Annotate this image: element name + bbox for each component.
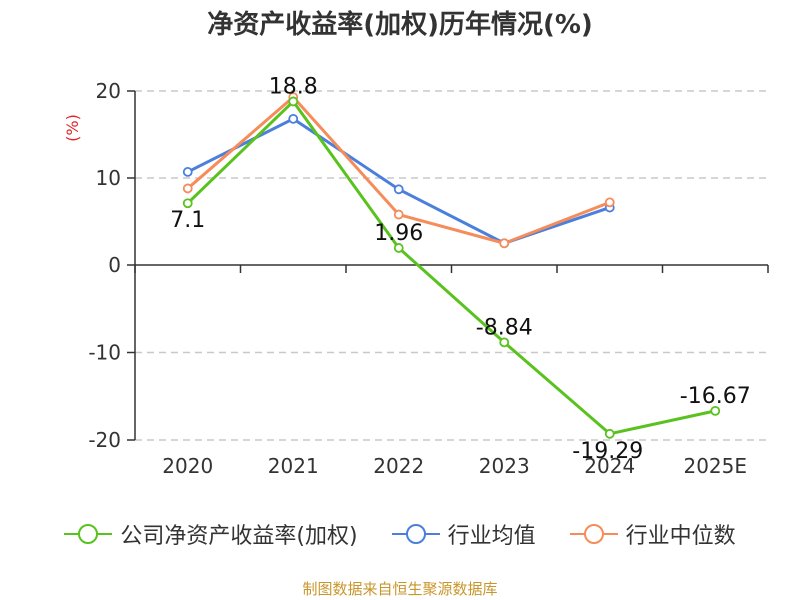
legend-line-circle-icon: [64, 524, 113, 544]
legend-item-industry-mean[interactable]: 行业均值: [391, 518, 536, 550]
x-tick-label: 2024: [584, 454, 635, 478]
data-point: [393, 243, 404, 253]
data-label: 1.96: [374, 221, 423, 246]
data-point: [604, 428, 615, 439]
legend-label-company: 公司净资产收益率(加权): [120, 524, 358, 549]
y-axis-label: (%): [63, 114, 82, 142]
series-line-0: [186, 99, 716, 436]
y-tick-label: -10: [88, 341, 121, 365]
x-tick-label: 2022: [373, 454, 424, 478]
data-label: -19.29: [572, 439, 643, 464]
y-tick-label: -20: [88, 428, 121, 452]
x-tick-label: 2023: [479, 454, 530, 478]
source-footer: 制图数据来自恒生聚源数据库: [302, 580, 498, 598]
data-point: [604, 197, 615, 208]
data-label: 7.1: [170, 208, 205, 233]
legend-line-circle-icon: [391, 524, 440, 544]
data-label: 18.8: [269, 74, 318, 99]
y-tick-label: 20: [96, 79, 121, 103]
data-point: [182, 198, 193, 209]
legend-item-industry-median[interactable]: 行业中位数: [569, 518, 736, 550]
legend-label-industry-mean: 行业均值: [447, 524, 536, 549]
y-tick-label: 0: [108, 253, 121, 277]
data-point: [288, 113, 299, 124]
legend-item-company[interactable]: 公司净资产收益率(加权): [64, 518, 358, 550]
x-tick-label: 2021: [268, 454, 319, 478]
x-tick-label: 2025E: [683, 454, 747, 478]
data-label: -8.84: [476, 315, 533, 340]
data-label: -16.67: [680, 384, 751, 409]
data-point: [393, 184, 404, 195]
data-point: [710, 405, 721, 416]
data-point: [182, 183, 193, 194]
data-point: [499, 238, 510, 249]
chart-title: 净资产收益率(加权)历年情况(%): [207, 10, 593, 40]
y-tick-label: 10: [96, 166, 121, 190]
x-tick-label: 2020: [162, 454, 213, 478]
legend-line-circle-icon: [569, 524, 618, 544]
data-point: [499, 337, 510, 348]
data-point: [182, 167, 193, 177]
legend-label-industry-median: 行业中位数: [625, 524, 736, 549]
data-point: [288, 96, 299, 107]
legend: 公司净资产收益率(加权) 行业均值 行业中位数: [0, 518, 800, 550]
data-point: [393, 209, 404, 220]
